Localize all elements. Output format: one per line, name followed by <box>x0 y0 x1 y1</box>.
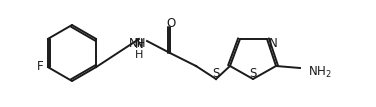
Text: N: N <box>269 37 278 50</box>
Text: NH: NH <box>129 37 147 50</box>
Text: S: S <box>212 67 220 80</box>
Text: N: N <box>135 38 143 51</box>
Text: F: F <box>37 60 44 74</box>
Text: S: S <box>249 67 257 80</box>
Text: N
H: N H <box>135 38 143 60</box>
Text: NH$_2$: NH$_2$ <box>308 64 332 80</box>
Text: O: O <box>166 17 176 30</box>
